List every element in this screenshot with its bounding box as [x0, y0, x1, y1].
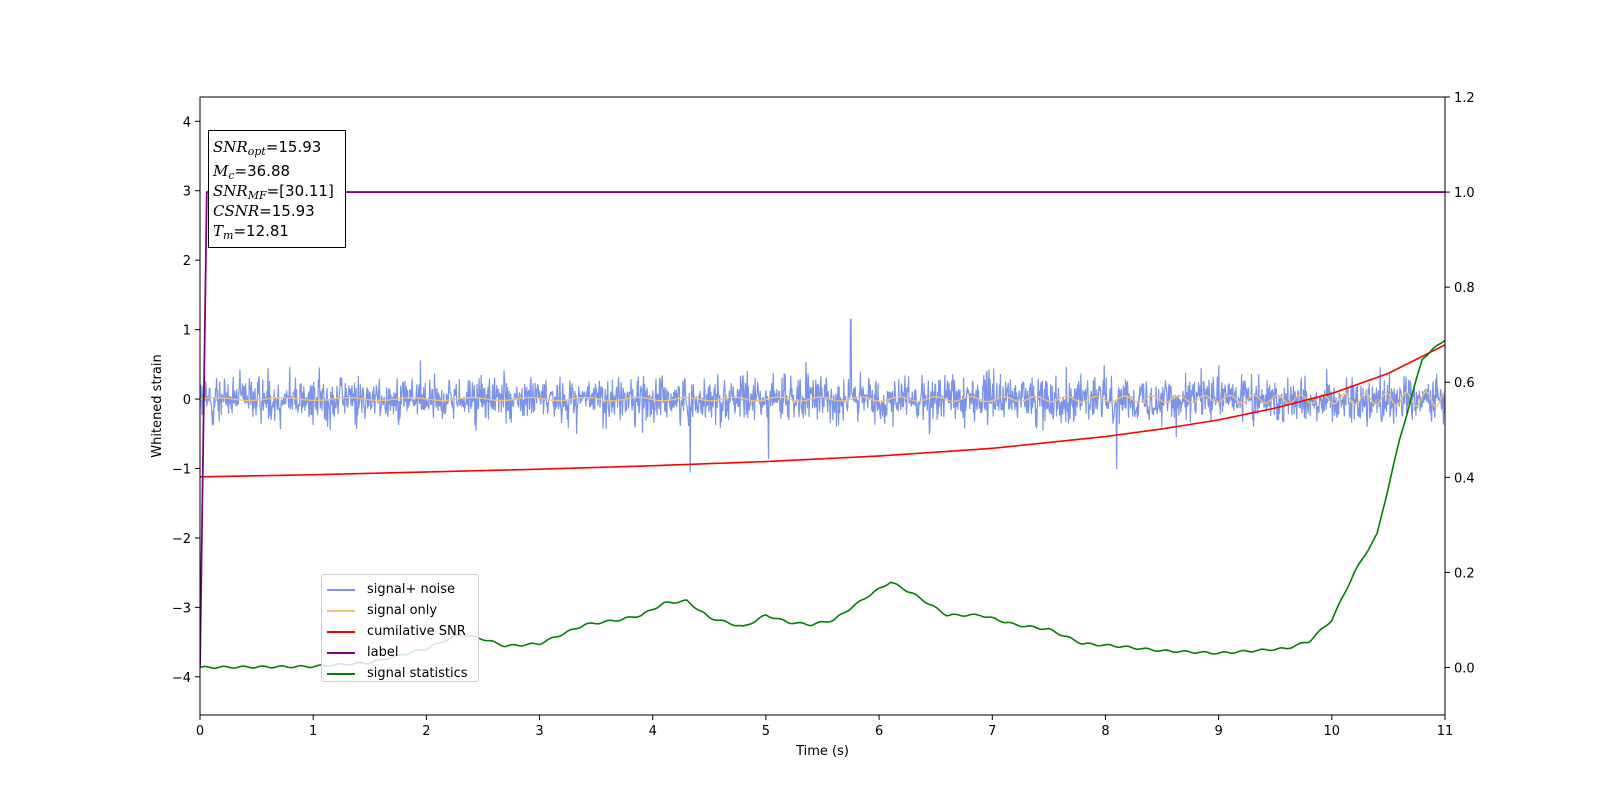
snr-mf-value: =[30.11] — [266, 182, 334, 200]
y-tick-label: −3 — [172, 601, 191, 616]
y2-tick-label: 0.8 — [1454, 281, 1475, 296]
y2-tick-label: 1.2 — [1454, 91, 1475, 106]
x-axis-label: Time (s) — [795, 744, 849, 759]
y-tick-label: 3 — [183, 185, 191, 200]
legend-item: signal statistics — [327, 663, 478, 684]
legend-swatch — [327, 588, 355, 591]
y-tick-label: 2 — [183, 254, 191, 269]
x-tick-label: 10 — [1324, 724, 1341, 739]
tm-value: =12.81 — [233, 222, 289, 240]
y-tick-label: 0 — [183, 393, 191, 408]
legend-swatch — [327, 630, 355, 633]
x-tick-label: 1 — [309, 724, 317, 739]
x-tick-label: 7 — [988, 724, 996, 739]
x-tick-label: 5 — [762, 724, 770, 739]
y2-tick-label: 0.2 — [1454, 566, 1475, 581]
x-tick-label: 11 — [1437, 724, 1454, 739]
csnr-value: =15.93 — [259, 202, 315, 220]
y-tick-label: −2 — [172, 532, 191, 547]
y2-tick-label: 0.0 — [1454, 661, 1475, 676]
csnr-line: CSNR=15.93 — [213, 202, 315, 220]
snr-opt-line: SNRopt=15.93 — [213, 138, 322, 158]
x-tick-label: 6 — [875, 724, 883, 739]
x-tick-label: 3 — [535, 724, 543, 739]
y-tick-label: 1 — [183, 324, 191, 339]
legend: signal+ noise signal only cumilative SNR… — [321, 574, 479, 682]
legend-swatch — [327, 651, 355, 654]
legend-swatch — [327, 672, 355, 675]
legend-swatch — [327, 609, 355, 612]
metrics-annotation-box: SNRopt=15.93 Mc=36.88 SNRMF=[30.11] CSNR… — [208, 130, 346, 248]
y-tick-label: −1 — [172, 462, 191, 477]
legend-item: signal+ noise — [327, 579, 478, 600]
y2-tick-label: 0.6 — [1454, 376, 1475, 391]
y2-tick-label: 1.0 — [1454, 186, 1475, 201]
x-tick-label: 9 — [1214, 724, 1222, 739]
x-tick-label: 2 — [422, 724, 430, 739]
legend-label: signal only — [367, 603, 438, 618]
series-line-cumulative-snr — [200, 344, 1445, 478]
snr-opt-value: =15.93 — [265, 138, 322, 156]
legend-label: label — [367, 645, 399, 660]
series-line-label — [200, 191, 1445, 668]
series-line-signal-noise — [200, 318, 1445, 473]
legend-label: signal+ noise — [367, 582, 456, 597]
axes-frame — [199, 96, 1446, 716]
y2-tick-label: 0.4 — [1454, 471, 1475, 486]
series-line-signal-only — [200, 390, 1445, 408]
mc-line: Mc=36.88 — [213, 162, 291, 182]
legend-item: signal only — [327, 600, 478, 621]
x-tick-label: 0 — [196, 724, 204, 739]
mc-value: =36.88 — [234, 162, 291, 180]
y-tick-label: 4 — [183, 115, 191, 130]
tm-line: Tm=12.81 — [213, 222, 289, 242]
legend-label: cumilative SNR — [367, 624, 466, 639]
legend-label: signal statistics — [367, 666, 468, 681]
legend-item: cumilative SNR — [327, 621, 478, 642]
y-axis-label: Whitened strain — [150, 354, 165, 457]
legend-item: label — [327, 642, 478, 663]
y-tick-label: −4 — [172, 671, 191, 686]
x-tick-label: 4 — [649, 724, 657, 739]
x-tick-label: 8 — [1101, 724, 1109, 739]
snr-mf-line: SNRMF=[30.11] — [213, 182, 334, 202]
